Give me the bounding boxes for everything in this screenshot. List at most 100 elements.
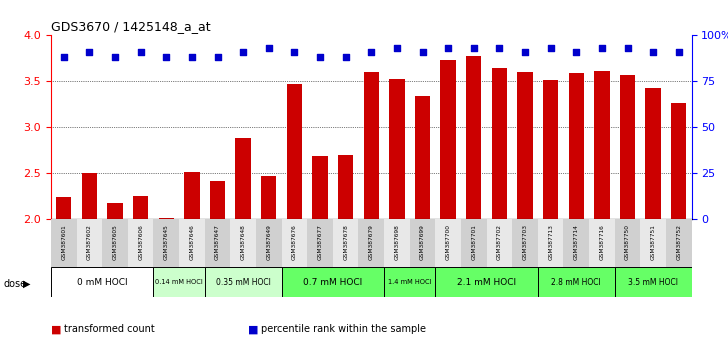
Bar [338,155,353,219]
Text: GSM387703: GSM387703 [523,224,528,260]
Bar [435,267,538,297]
Point [135,49,146,55]
Point [288,49,300,55]
Text: GSM387602: GSM387602 [87,224,92,260]
Bar [486,219,513,267]
Bar [133,195,149,219]
Bar [333,219,358,267]
Bar [56,198,71,219]
Point [186,55,198,60]
Bar [51,267,154,297]
Text: GSM387702: GSM387702 [497,224,502,260]
Bar [440,60,456,219]
Bar [184,172,199,219]
Point [340,55,352,60]
Text: GSM387646: GSM387646 [189,224,194,260]
Point [673,49,684,55]
Bar [154,219,179,267]
Text: 0.35 mM HOCl: 0.35 mM HOCl [215,278,271,287]
Text: GSM387648: GSM387648 [241,224,245,260]
Bar [230,219,256,267]
Bar [589,219,614,267]
Text: 1.4 mM HOCl: 1.4 mM HOCl [388,279,432,285]
Bar [307,219,333,267]
Text: GSM387713: GSM387713 [548,224,553,260]
Text: 2.8 mM HOCl: 2.8 mM HOCl [551,278,601,287]
Bar [256,219,282,267]
Bar [384,267,435,297]
Point [58,55,70,60]
Point [391,45,403,51]
Bar [594,71,609,219]
Bar [518,72,533,219]
Bar [287,84,302,219]
Text: GSM387645: GSM387645 [164,224,169,260]
Point [160,55,172,60]
Bar [671,103,687,219]
Text: GSM387699: GSM387699 [420,224,425,260]
Bar [646,88,661,219]
Text: 2.1 mM HOCl: 2.1 mM HOCl [457,278,516,287]
Text: GSM387750: GSM387750 [625,224,630,260]
Bar [235,138,251,219]
Bar [538,267,614,297]
Bar [513,219,538,267]
Text: GSM387751: GSM387751 [651,224,656,260]
Point [443,45,454,51]
Text: GSM387701: GSM387701 [471,224,476,260]
Text: GSM387649: GSM387649 [266,224,272,260]
Point [237,49,249,55]
Bar [76,219,102,267]
Text: ■: ■ [248,324,258,334]
Text: 0.7 mM HOCl: 0.7 mM HOCl [304,278,363,287]
Text: GSM387700: GSM387700 [446,224,451,260]
Point [263,45,274,51]
Text: GSM387752: GSM387752 [676,224,681,260]
Point [571,49,582,55]
Bar [435,219,461,267]
Text: GSM387676: GSM387676 [292,224,297,260]
Point [365,49,377,55]
Text: GSM387647: GSM387647 [215,224,220,260]
Bar [538,219,563,267]
Bar [466,56,481,219]
Point [109,55,121,60]
Bar [210,181,225,219]
Text: GSM387605: GSM387605 [113,224,117,260]
Text: GSM387677: GSM387677 [317,224,323,260]
Bar [205,219,230,267]
Bar [620,75,636,219]
Text: ▶: ▶ [23,279,31,289]
Point [596,45,608,51]
Bar [102,219,128,267]
Text: transformed count: transformed count [64,324,155,334]
Bar [415,96,430,219]
Bar [389,79,405,219]
Point [519,49,531,55]
Bar [641,219,666,267]
Text: ■: ■ [51,324,61,334]
Text: GSM387606: GSM387606 [138,224,143,260]
Bar [666,219,692,267]
Bar [82,173,97,219]
Text: GSM387678: GSM387678 [343,224,348,260]
Bar [491,68,507,219]
Bar [261,176,277,219]
Bar [384,219,410,267]
Bar [563,219,589,267]
Text: GSM387698: GSM387698 [395,224,400,260]
Bar [363,72,379,219]
Bar [51,219,76,267]
Text: percentile rank within the sample: percentile rank within the sample [261,324,426,334]
Text: 0 mM HOCl: 0 mM HOCl [77,278,127,287]
Bar [154,267,205,297]
Point [468,45,480,51]
Text: GSM387716: GSM387716 [599,224,604,260]
Point [84,49,95,55]
Bar [282,267,384,297]
Point [622,45,633,51]
Bar [614,219,641,267]
Bar [614,267,692,297]
Bar [410,219,435,267]
Bar [205,267,282,297]
